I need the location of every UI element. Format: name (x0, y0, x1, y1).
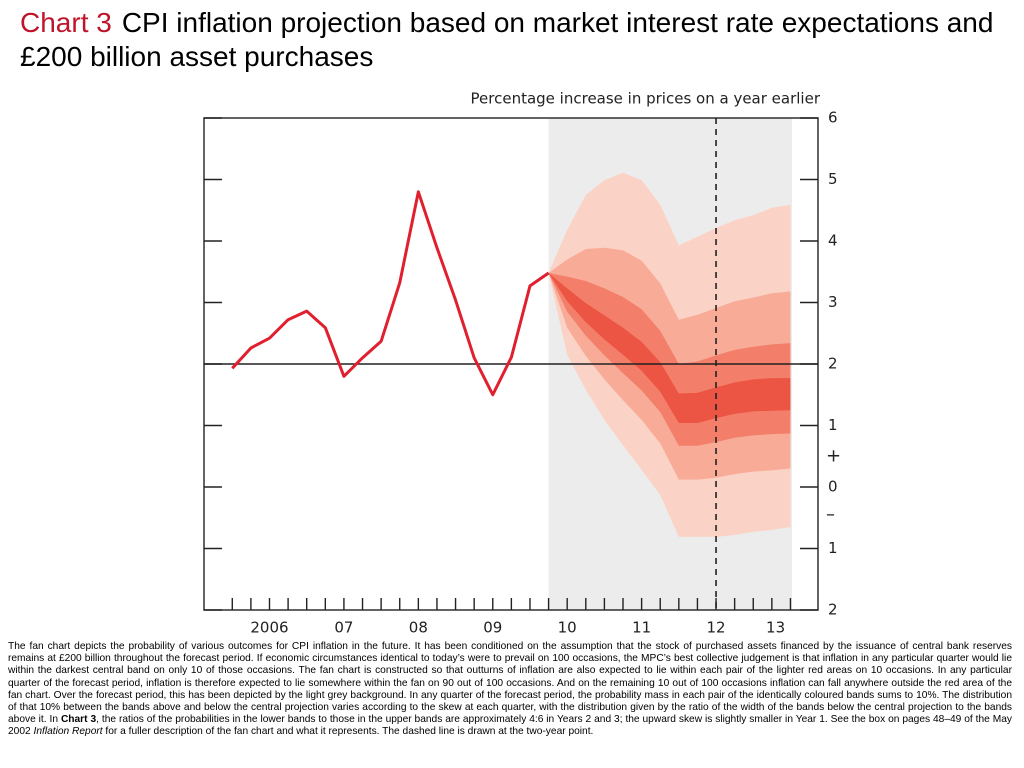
x-tick-label: 09 (483, 619, 502, 637)
x-tick-label: 2006 (250, 619, 288, 637)
footnote-text: The fan chart depicts the probability of… (8, 641, 1012, 726)
x-tick-label: 07 (334, 619, 353, 637)
x-tick-label: 11 (632, 619, 651, 637)
x-tick-label: 10 (558, 619, 577, 637)
y-tick-label: 1 (828, 416, 838, 434)
footnote-italic: Inflation Report (33, 726, 103, 738)
positive-sign: + (826, 445, 841, 466)
title-text: CPI inflation projection based on market… (20, 7, 994, 72)
y-tick-label: 2 (828, 355, 838, 373)
subtitle: Percentage increase in prices on a year … (471, 90, 821, 108)
cpi-line (231, 190, 550, 397)
footnote: The fan chart depicts the probability of… (8, 641, 1012, 739)
footnote-text: , the ratios of the probabilities in the… (8, 714, 1012, 738)
y-tick-label: 6 (828, 109, 838, 127)
title-prefix: Chart 3 (20, 7, 112, 38)
footnote-bold: Chart 3 (60, 714, 97, 726)
footnote-text: for a fuller description of the fan char… (102, 726, 594, 738)
negative-sign: – (826, 504, 835, 525)
y-tick-label: 0 (828, 478, 838, 496)
fan-band (548, 272, 791, 424)
y-tick-label: 2 (828, 601, 838, 619)
x-tick-label: 13 (766, 619, 785, 637)
y-tick-label: 4 (828, 232, 838, 250)
chart: Percentage increase in prices on a year … (203, 90, 841, 637)
title: Chart 3 CPI inflation projection based on… (20, 6, 1010, 74)
x-tick-label: 08 (409, 619, 428, 637)
y-tick-label: 5 (828, 170, 838, 188)
y-tick-label: 3 (828, 293, 838, 311)
x-tick-label: 12 (706, 619, 725, 637)
y-tick-label: 1 (828, 539, 838, 557)
